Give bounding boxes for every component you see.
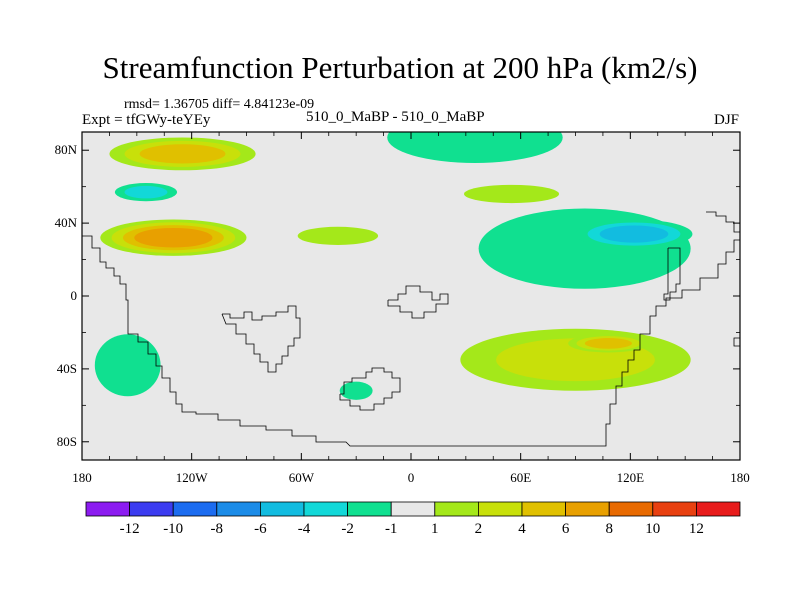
colorbar-swatch [521,501,566,517]
contour-level [478,208,691,289]
contour-field [478,208,691,289]
colorbar-swatch [608,501,654,517]
contour-field [159,464,261,479]
coastline-northeast [706,211,740,233]
coastline-americas [82,235,740,447]
stats-label: rmsd= 1.36705 diff= 4.84123e-09 [124,97,315,112]
x-tick-label: 0 [408,470,415,485]
colorbar-swatch [477,501,523,517]
colorbar-swatch [390,501,436,517]
colorbar-label: 2 [475,521,483,537]
y-tick-label: 80N [55,142,78,157]
contour-level [740,338,758,393]
contour-level [464,184,560,204]
colorbar-label: -8 [211,521,224,537]
colorbar-label: 4 [518,521,526,537]
contour-level [94,334,161,397]
contour-field [94,334,161,397]
season-label: DJF [713,112,739,128]
coastline-central [221,305,301,373]
colorbar-swatch [652,501,697,517]
contour-level [139,144,226,164]
x-tick-label: 180 [72,470,92,485]
colorbar-swatch [85,501,130,517]
colorbar-swatch [434,501,479,517]
y-tick-label: 0 [71,288,78,303]
coastline-southern-island [339,367,401,411]
colorbar-swatch [216,501,261,517]
colorbar-label: 1 [431,521,439,537]
y-tick-label: 40N [55,215,78,230]
colorbar-label: -12 [120,521,140,537]
contour-level [584,338,632,349]
colorbar-label: -4 [298,521,311,537]
x-tick-label: 120W [176,470,209,485]
colorbar-swatch [696,501,741,517]
contour-field [575,219,693,249]
coastline-east-asia [663,247,681,301]
coastline-east-edge [733,337,740,347]
plot-background [82,132,740,460]
colorbar-swatch [129,501,174,517]
x-tick-label: 180 [730,470,750,485]
colorbar: -12 -10 -8 -6 -4 -2 -1 1 2 4 6 8 10 12 [85,501,741,537]
contour-level [124,185,168,199]
colorbar-swatch [172,501,218,517]
experiment-label: Expt = tfGWy-teYEy [82,112,211,128]
colorbar-swatch [303,501,348,517]
contour-field [387,132,563,163]
colorbar-label: 6 [562,521,570,537]
colorbar-label: -10 [163,521,183,537]
colorbar-label: -1 [385,521,398,537]
colorbar-label: -2 [341,521,354,537]
x-tick-label: 60W [289,470,315,485]
contour-level [387,132,563,163]
colorbar-label: 10 [645,521,660,537]
contour-level [599,225,669,243]
contour-field [464,184,560,204]
contour-field [100,219,247,256]
x-tick-label: 60E [510,470,531,485]
axis-layer: 180 120W 60W 0 60E 120E 180 80N 40N 0 40S 80S [55,132,750,485]
colorbar-swatch [565,501,610,517]
chart-title: Streamfunction Perturbation at 200 hPa (… [102,50,698,85]
colorbar-swatch [347,501,392,517]
coastline-continent-center [387,285,449,319]
coastline-layer [82,211,740,447]
contour-field [297,226,379,245]
comparison-label: 510_0_MaBP - 510_0_MaBP [306,109,485,125]
colorbar-label: 12 [689,521,704,537]
colorbar-label: 8 [605,521,613,537]
contour-field [109,137,256,171]
contour-level [339,381,373,400]
contour-level [297,226,379,245]
contour-field [740,338,758,393]
x-tick-label: 120E [617,470,645,485]
contour-level [134,227,213,248]
contour-field [114,183,178,202]
colorbar-swatch [259,501,305,517]
contour-field-layer [94,132,758,479]
contour-field [568,334,649,353]
contour-field [339,381,373,400]
contour-level [159,464,261,479]
y-tick-label: 40S [57,361,77,376]
colorbar-label: -6 [254,521,267,537]
contour-field [460,328,691,391]
y-tick-label: 80S [57,434,77,449]
